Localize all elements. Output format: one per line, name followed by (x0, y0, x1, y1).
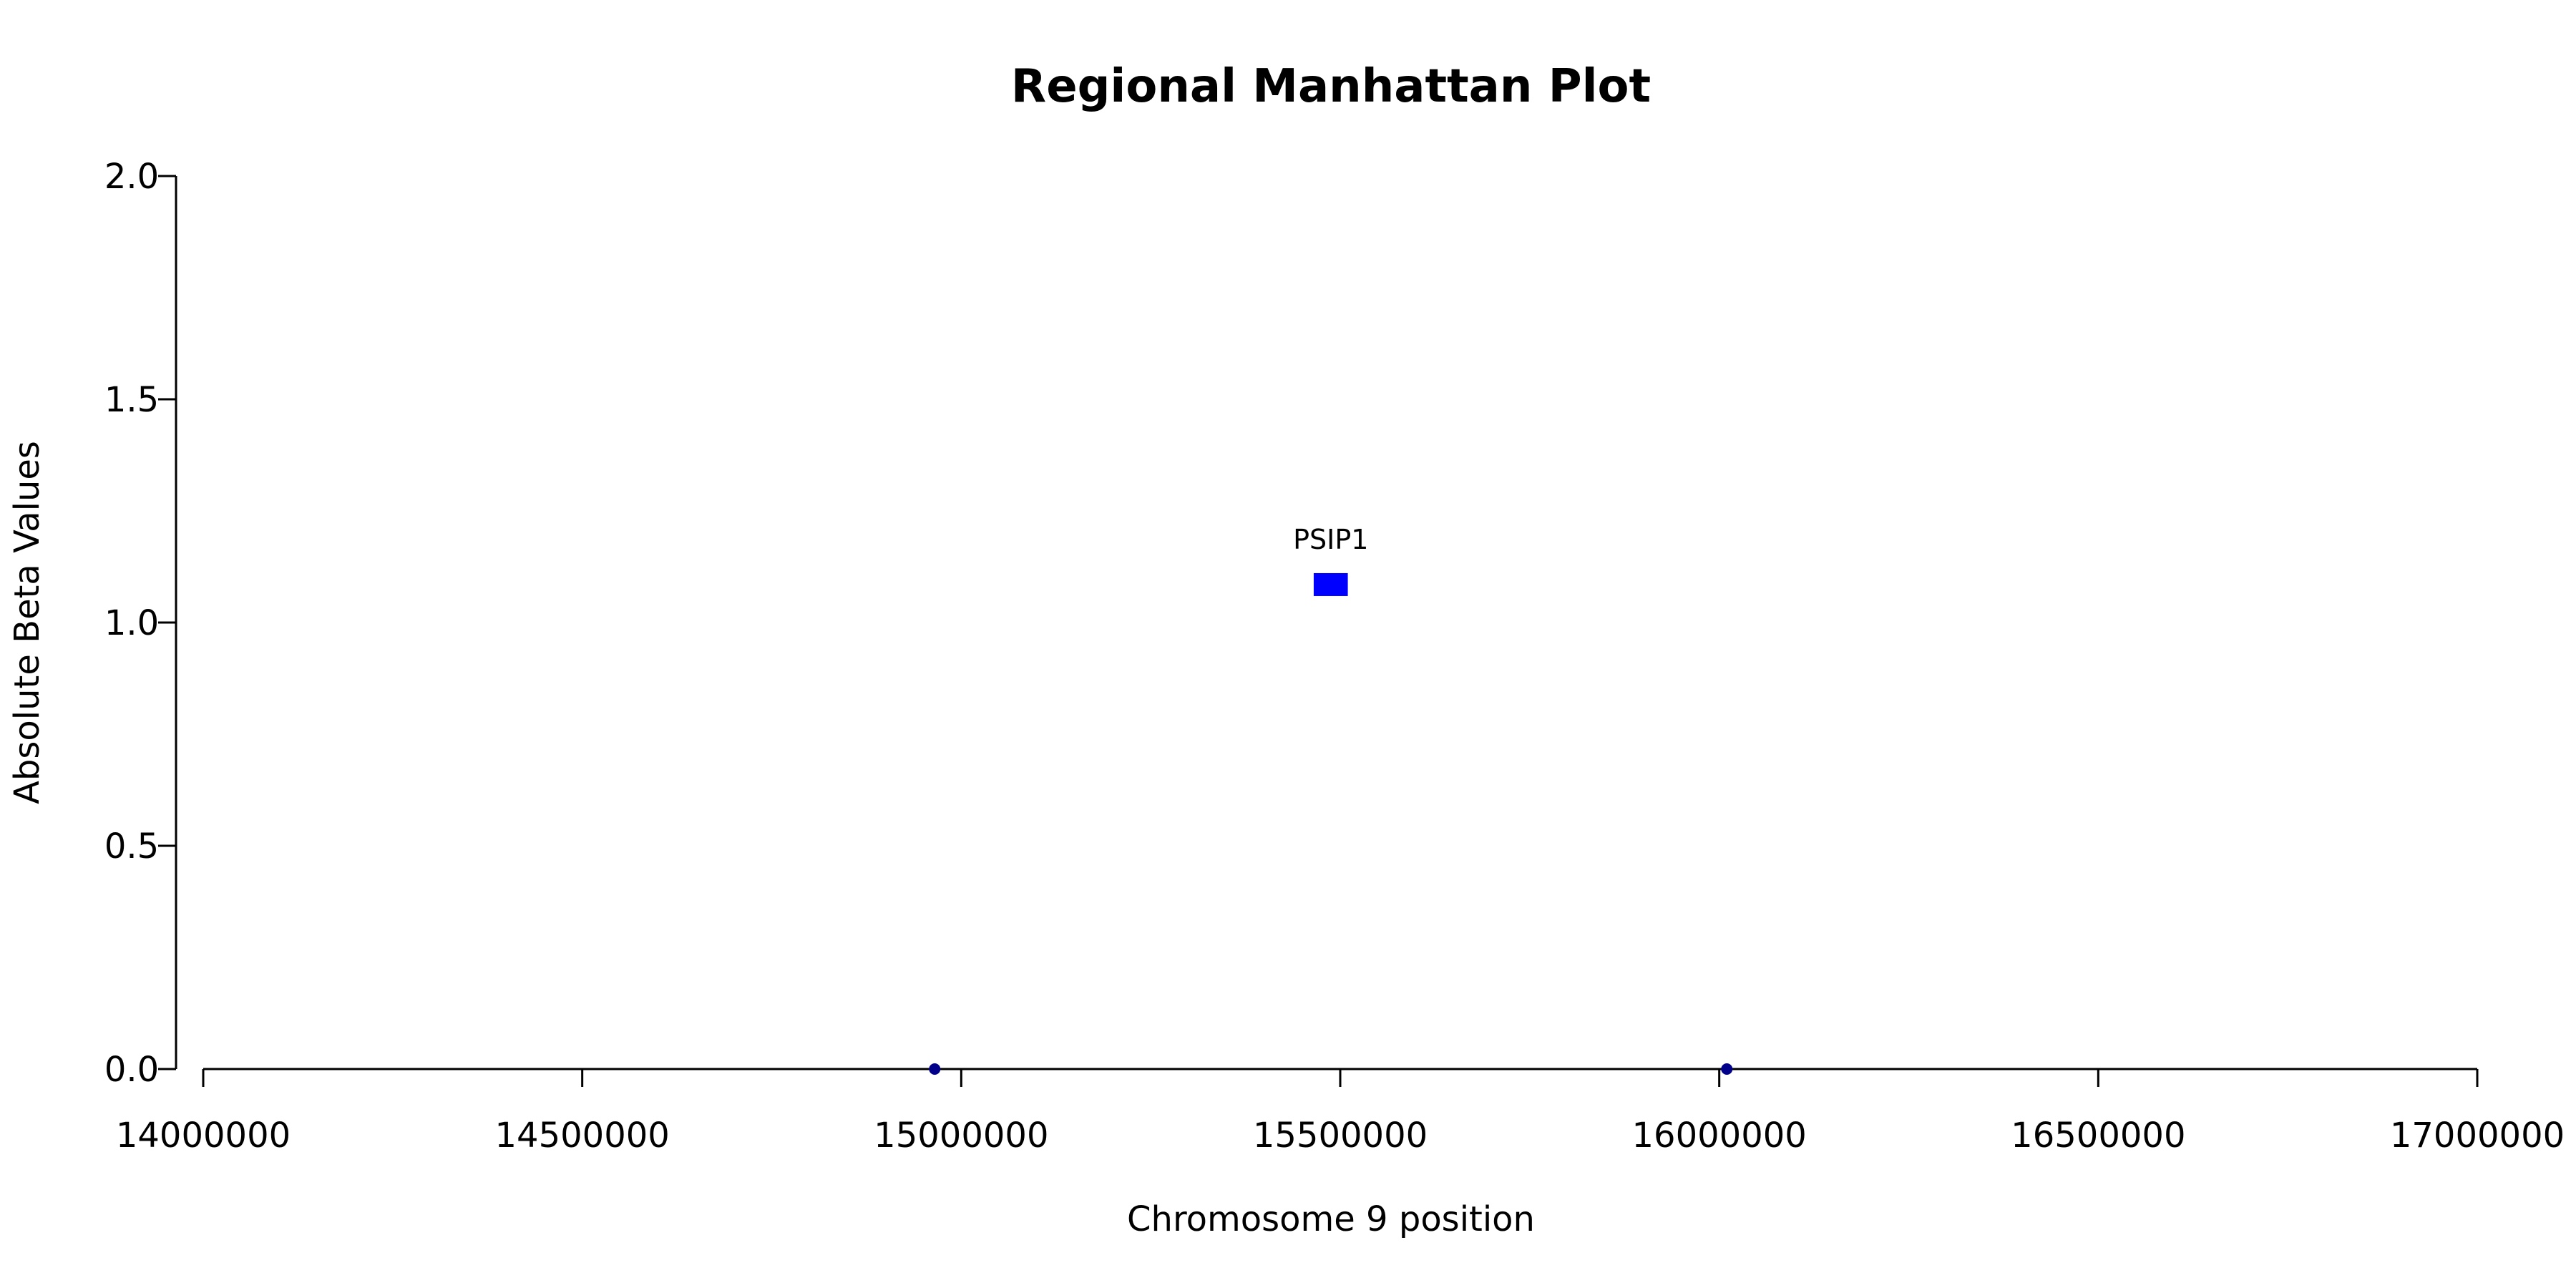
x-tick-label: 16000000 (1632, 1116, 1807, 1156)
y-tick-label: 1.5 (104, 380, 159, 420)
x-tick-label: 14000000 (116, 1116, 291, 1156)
annotation-layer: PSIP1 (1293, 524, 1368, 596)
y-axis-ticks: 0.0 0.5 1.0 1.5 2.0 (104, 157, 176, 1090)
x-axis-ticks: 14000000 14500000 15000000 15500000 16000000… (116, 1069, 2565, 1156)
chart-title: Regional Manhattan Plot (1011, 60, 1651, 113)
gene-label: PSIP1 (1293, 524, 1368, 555)
y-axis-label: Absolute Beta Values (7, 441, 47, 804)
x-tick-label: 15500000 (1253, 1116, 1428, 1156)
data-point (1721, 1063, 1733, 1075)
data-points (929, 1063, 1733, 1075)
y-tick-label: 2.0 (104, 157, 159, 197)
x-tick-label: 16500000 (2011, 1116, 2185, 1156)
y-tick-label: 1.0 (104, 603, 159, 643)
x-tick-label: 17000000 (2390, 1116, 2565, 1156)
x-axis-label: Chromosome 9 position (1127, 1199, 1535, 1239)
x-tick-label: 14500000 (495, 1116, 670, 1156)
x-tick-label: 15000000 (874, 1116, 1048, 1156)
data-point (929, 1063, 941, 1075)
gene-marker (1313, 572, 1348, 596)
y-tick-label: 0.5 (104, 826, 159, 867)
y-tick-label: 0.0 (104, 1050, 159, 1090)
